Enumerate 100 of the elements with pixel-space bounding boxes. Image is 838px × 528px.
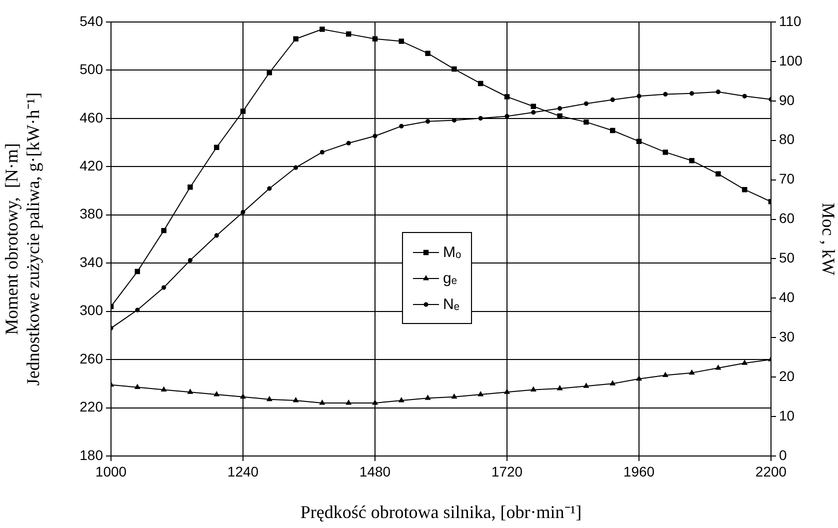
point <box>663 92 668 96</box>
point <box>134 384 140 390</box>
legend-label: gₑ <box>443 270 457 286</box>
point <box>135 308 140 312</box>
x-tick-label: 1240 <box>227 463 259 480</box>
point <box>162 285 166 290</box>
point <box>716 171 721 177</box>
y2-tick-label: 70 <box>779 170 795 187</box>
point <box>662 150 668 155</box>
y2-axis-title: Moc , kW <box>818 202 838 276</box>
point <box>636 138 642 144</box>
point <box>293 398 298 402</box>
point <box>610 128 616 134</box>
point <box>240 108 246 114</box>
point <box>742 360 748 365</box>
point <box>398 38 404 44</box>
point <box>372 36 378 42</box>
x-axis-title: Prędkość obrotowa silnika, [obr·min⁻¹] <box>300 502 582 522</box>
y-tick-label: 460 <box>80 109 104 126</box>
point <box>742 94 747 98</box>
point <box>188 389 193 394</box>
point <box>346 140 351 146</box>
point <box>531 110 536 115</box>
point <box>425 50 430 56</box>
point <box>716 364 721 370</box>
point <box>636 376 642 381</box>
point <box>504 389 510 394</box>
point <box>214 233 219 238</box>
x-tick-label: 1720 <box>491 463 523 480</box>
legend-label: Mₒ <box>443 244 462 260</box>
point <box>372 134 378 138</box>
point <box>558 106 562 111</box>
point <box>478 392 484 396</box>
y2-tick-label: 30 <box>779 328 795 344</box>
point <box>689 158 694 164</box>
legend-label: Nₑ <box>443 296 460 312</box>
point <box>346 400 352 405</box>
point <box>530 104 536 110</box>
point <box>452 394 457 399</box>
point <box>399 124 404 128</box>
y2-tick-label: 110 <box>779 12 802 29</box>
y-tick-label: 420 <box>80 158 104 174</box>
y2-tick-label: 0 <box>779 446 787 463</box>
point <box>266 396 272 402</box>
point <box>293 36 298 42</box>
point <box>240 210 246 214</box>
point <box>662 372 668 377</box>
y-tick-label: 380 <box>80 206 104 222</box>
y2-tick-label: 10 <box>779 407 795 424</box>
point <box>690 91 694 96</box>
point <box>504 94 510 100</box>
y-tick-label: 180 <box>80 446 104 463</box>
point <box>294 165 298 170</box>
point <box>320 150 324 154</box>
point <box>584 383 589 388</box>
point <box>214 144 220 150</box>
y-tick-label: 260 <box>80 350 104 366</box>
y-tick-label: 220 <box>80 398 104 415</box>
x-tick-label: 1480 <box>359 463 391 480</box>
point <box>425 395 430 400</box>
point <box>584 119 589 125</box>
y2-tick-label: 40 <box>779 289 795 306</box>
x-tick-label: 1000 <box>95 463 127 480</box>
point <box>320 26 325 32</box>
point <box>398 398 404 402</box>
y-tick-label: 540 <box>80 12 104 29</box>
y-tick-label: 500 <box>80 61 104 78</box>
point <box>689 370 694 375</box>
point <box>636 94 642 98</box>
point <box>188 258 192 263</box>
point <box>426 119 430 124</box>
point <box>478 116 483 121</box>
point <box>716 90 720 94</box>
point <box>530 386 536 392</box>
y-tick-label: 340 <box>80 254 104 270</box>
y2-tick-label: 60 <box>779 210 795 226</box>
point <box>188 184 193 190</box>
y2-tick-label: 50 <box>779 250 795 266</box>
point <box>452 66 457 72</box>
y2-tick-label: 20 <box>779 368 795 384</box>
point <box>610 380 616 386</box>
y-tick-label: 300 <box>80 302 104 318</box>
point <box>267 186 272 191</box>
point <box>742 186 748 192</box>
point <box>240 394 246 399</box>
point <box>320 400 325 405</box>
y2-tick-label: 80 <box>779 131 795 148</box>
point <box>161 386 166 392</box>
point <box>134 268 140 274</box>
x-tick-label: 2200 <box>755 463 787 480</box>
point <box>161 228 166 234</box>
y2-tick-label: 100 <box>779 52 803 68</box>
x-tick-label: 1960 <box>623 463 655 480</box>
point <box>266 70 272 76</box>
point <box>214 392 220 396</box>
point <box>584 101 588 106</box>
point <box>478 80 484 86</box>
y2-tick-label: 90 <box>779 92 795 108</box>
y-axis-title: Moment obrotowy, [N·m] Jednostkowe zużycie paliwa, g·[kW·h⁻¹] <box>2 92 44 386</box>
point <box>610 97 615 102</box>
